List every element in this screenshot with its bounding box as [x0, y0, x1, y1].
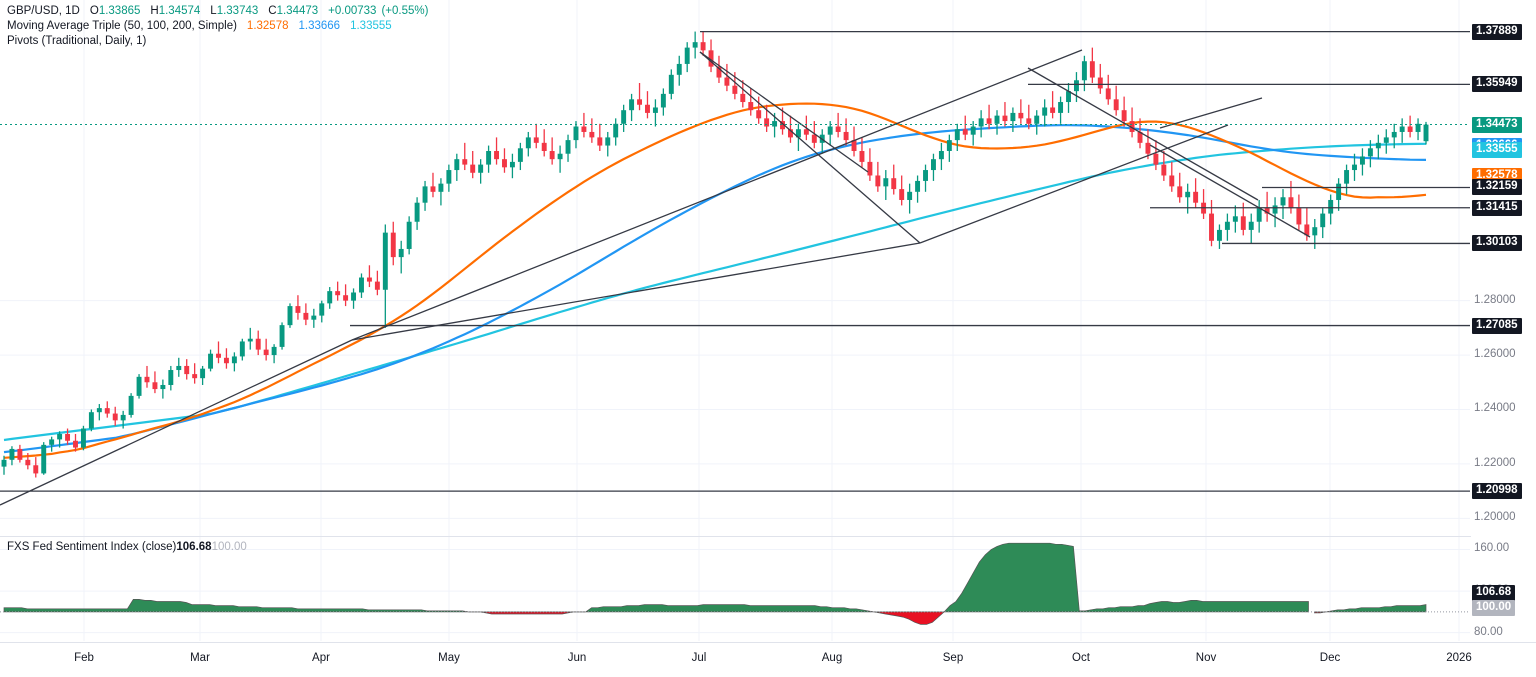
price-tick-label: 1.24000 — [1474, 402, 1516, 415]
trend-line — [0, 339, 353, 506]
price-badge-pivot[interactable]: 1.30103 — [1472, 235, 1522, 252]
price-badge-pivot[interactable]: 1.35949 — [1472, 76, 1522, 93]
ma-title: Moving Average Triple (50, 100, 200, Sim… — [7, 20, 237, 32]
change-value: +0.00733 — [328, 5, 377, 17]
open-value: 1.33865 — [98, 5, 141, 17]
pivot-and-trendlines — [0, 30, 1470, 506]
sentiment-indicator-pane[interactable] — [0, 537, 1470, 641]
legend-pivots-row[interactable]: Pivots (Traditional, Daily, 1) — [7, 34, 428, 49]
ma200-line — [3, 142, 1427, 442]
time-axis-label[interactable]: Jun — [567, 652, 587, 664]
indicator-value: 106.68 — [176, 541, 212, 553]
moving-average-lines — [3, 102, 1427, 459]
high-label: H — [150, 5, 159, 17]
symbol-label[interactable]: GBP/USD, 1D — [7, 5, 80, 17]
close-value: 1.34473 — [276, 5, 319, 17]
price-badge-pivot[interactable]: 1.20998 — [1472, 483, 1522, 500]
legend-ohlc-row[interactable]: GBP/USD, 1D O1.33865 H1.34574 L1.33743 C1.34… — [7, 4, 428, 19]
time-axis-label[interactable]: Nov — [1195, 652, 1217, 664]
trend-line — [1149, 144, 1311, 238]
indicator-tick-label: 80.00 — [1474, 625, 1503, 638]
legend-ma-row[interactable]: Moving Average Triple (50, 100, 200, Sim… — [7, 19, 428, 34]
trend-line — [919, 124, 1229, 244]
ma200-value: 1.33555 — [350, 20, 392, 32]
price-badge-ma200[interactable]: 1.33555 — [1472, 141, 1522, 158]
price-badge-last[interactable]: 1.34473 — [1472, 116, 1522, 133]
price-badge-pivot[interactable]: 1.27085 — [1472, 317, 1522, 334]
trend-line — [351, 242, 921, 341]
indicator-gridlines — [0, 537, 1470, 641]
close-label: C — [268, 5, 277, 17]
time-axis-label[interactable]: Apr — [312, 652, 330, 664]
price-tick-label: 1.20000 — [1474, 511, 1516, 524]
time-axis[interactable]: Feb Mar Apr May Jun Jul Aug Sep Oct Nov Dec 2026 — [0, 642, 1536, 677]
high-value: 1.34574 — [158, 5, 201, 17]
price-tick-label: 1.28000 — [1474, 293, 1516, 306]
low-value: 1.33743 — [216, 5, 259, 17]
open-label: O — [89, 5, 99, 17]
chart-legend: GBP/USD, 1D O1.33865 H1.34574 L1.33743 C1.34… — [7, 4, 428, 49]
low-label: L — [210, 5, 217, 17]
time-axis-label[interactable]: Aug — [821, 652, 843, 664]
price-axis[interactable]: 1.28000 1.26000 1.24000 1.22000 1.20000 1.378… — [1470, 0, 1536, 536]
time-axis-label[interactable]: May — [438, 652, 460, 664]
sentiment-negative-area — [468, 611, 1327, 625]
indicator-baseline: 100.00 — [211, 541, 247, 553]
ma50-line — [3, 102, 1427, 459]
sentiment-chart-svg — [0, 537, 1470, 641]
price-gridlines — [0, 0, 1470, 536]
indicator-tick-label: 160.00 — [1474, 542, 1510, 555]
time-axis-label[interactable]: Sep — [942, 652, 964, 664]
time-axis-label[interactable]: Mar — [190, 652, 210, 664]
trend-line — [1027, 67, 1259, 201]
time-axis-label[interactable]: Jul — [691, 652, 707, 664]
pane-separator — [0, 536, 1470, 537]
candlesticks — [1, 31, 1429, 478]
ma50-value: 1.32578 — [246, 20, 289, 32]
pivots-title: Pivots (Traditional, Daily, 1) — [7, 35, 147, 47]
trend-line — [699, 51, 869, 173]
price-tick-label: 1.22000 — [1474, 456, 1516, 469]
price-chart-pane[interactable] — [0, 0, 1470, 536]
time-axis-label[interactable]: Dec — [1319, 652, 1341, 664]
time-axis-label[interactable]: Feb — [74, 652, 94, 664]
time-axis-label[interactable]: Oct — [1072, 652, 1090, 664]
ma100-value: 1.33666 — [298, 20, 341, 32]
price-badge-pivot[interactable]: 1.37889 — [1472, 23, 1522, 40]
trend-line — [1159, 97, 1263, 129]
trend-line — [699, 51, 921, 244]
indicator-legend[interactable]: FXS Fed Sentiment Index (close)106.68100… — [7, 541, 247, 553]
indicator-badge[interactable]: 106.68 — [1472, 585, 1516, 602]
price-chart-svg — [0, 0, 1470, 536]
price-badge-pivot[interactable]: 1.32159 — [1472, 179, 1522, 196]
indicator-title: FXS Fed Sentiment Index (close) — [7, 541, 177, 553]
indicator-badge[interactable]: 100.00 — [1472, 599, 1516, 616]
price-tick-label: 1.26000 — [1474, 348, 1516, 361]
time-axis-label[interactable]: 2026 — [1446, 652, 1472, 664]
sentiment-positive-area — [3, 542, 1427, 613]
price-badge-pivot[interactable]: 1.31415 — [1472, 199, 1522, 216]
change-percent: (+0.55%) — [381, 5, 429, 17]
trend-line — [351, 49, 1083, 341]
